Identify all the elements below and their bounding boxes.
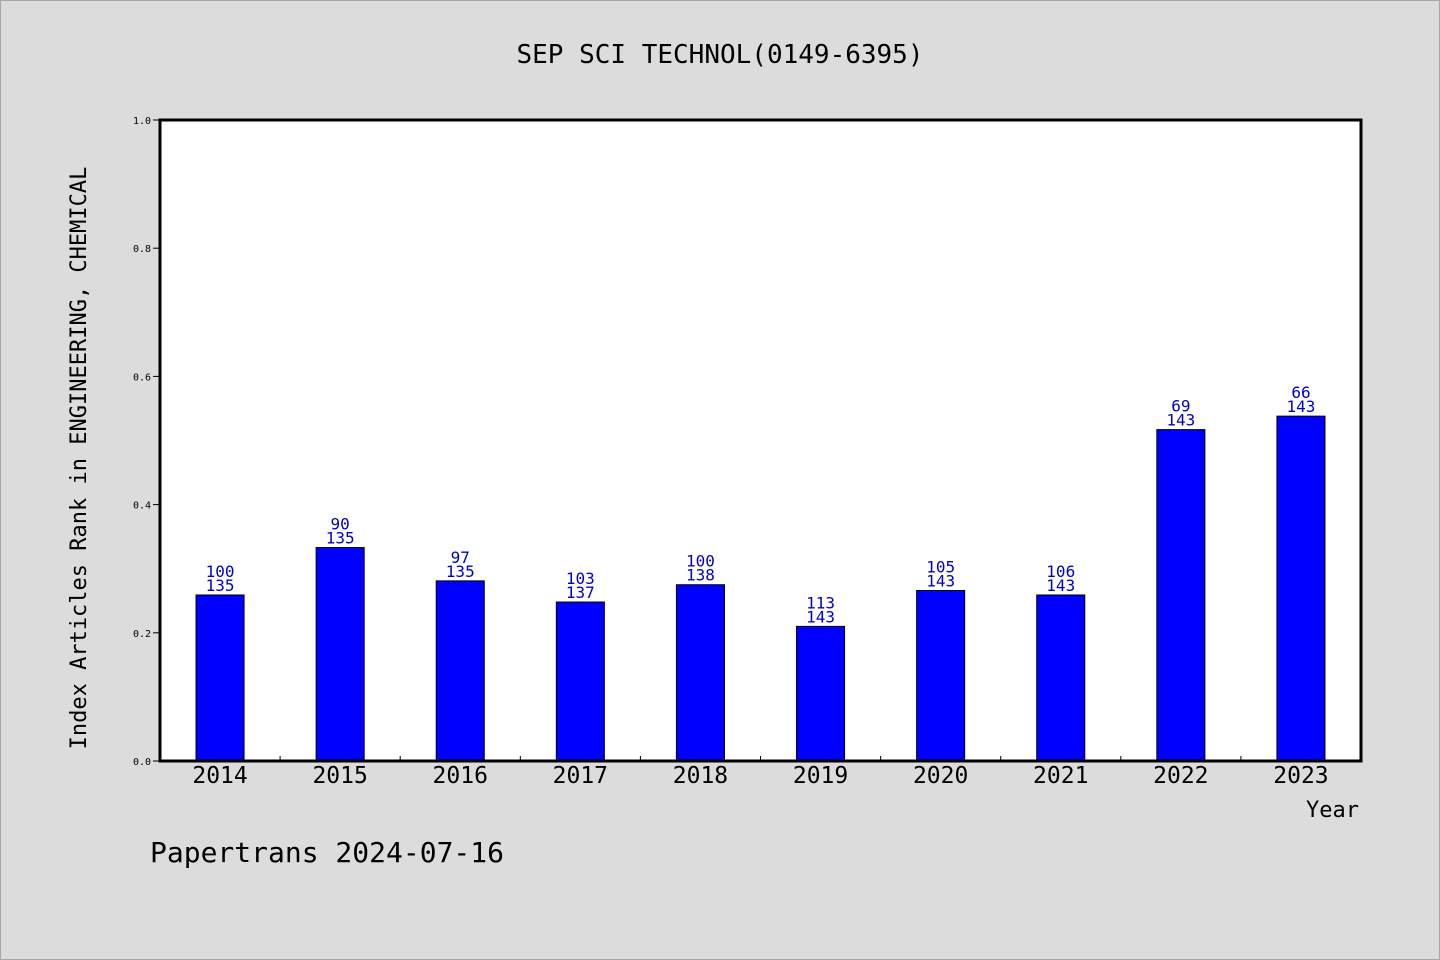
rank-label: 113 xyxy=(806,593,835,612)
bar xyxy=(916,589,966,762)
y-tick-label: 1.0 xyxy=(133,116,151,127)
x-tick-label: 2017 xyxy=(553,763,608,789)
rank-label: 97 xyxy=(451,548,470,567)
x-tick-label: 2021 xyxy=(1033,763,1088,789)
x-tick-label: 2015 xyxy=(312,763,367,789)
y-axis: 0.0 0.2 0.4 0.6 0.8 1.0 xyxy=(133,116,160,768)
x-tick-label: 2023 xyxy=(1273,763,1328,789)
plot-area: 0.00.20.40.60.81.0 2014 2015 2016 2017 2018 2… xyxy=(133,116,1363,789)
total-label: 143 xyxy=(1166,411,1195,430)
x-tick-label: 2022 xyxy=(1153,763,1208,789)
bar xyxy=(315,547,365,762)
bar xyxy=(195,594,245,762)
rank-label: 100 xyxy=(686,552,715,571)
rank-label: 66 xyxy=(1291,383,1310,402)
x-axis-label: Year xyxy=(1306,798,1359,823)
total-label: 137 xyxy=(566,583,595,602)
x-tick-label: 2018 xyxy=(673,763,728,789)
bar xyxy=(1276,415,1326,762)
y-tick-label: 0.0 xyxy=(133,757,151,768)
footer-text: Papertrans 2024-07-16 xyxy=(150,836,504,869)
x-axis: 2014 2015 2016 2017 2018 2019 2020 2021 2022 2023 xyxy=(192,756,1329,789)
chart-title: SEP SCI TECHNOL(0149-6395) xyxy=(517,40,924,70)
y-tick-label: 0.4 xyxy=(133,501,151,512)
y-tick-label: 0.2 xyxy=(133,629,151,640)
total-label: 143 xyxy=(806,607,835,626)
rank-label: 100 xyxy=(206,562,235,581)
rank-label: 105 xyxy=(926,557,955,576)
x-tick-label: 2016 xyxy=(433,763,488,789)
bar xyxy=(675,584,725,762)
bar xyxy=(435,580,485,762)
rank-label: 106 xyxy=(1046,562,1075,581)
y-tick-label: 0.8 xyxy=(133,244,151,255)
total-label: 135 xyxy=(326,529,355,548)
total-label: 143 xyxy=(1046,576,1075,595)
total-label: 143 xyxy=(926,571,955,590)
total-label: 135 xyxy=(446,562,475,581)
plot-border xyxy=(158,118,1363,763)
bar xyxy=(555,601,605,762)
rank-label: 103 xyxy=(566,569,595,588)
x-tick-label: 2014 xyxy=(192,763,247,789)
bar xyxy=(796,625,846,762)
rank-label: 90 xyxy=(331,515,350,534)
bar xyxy=(1036,594,1086,762)
bar xyxy=(1156,429,1206,762)
x-tick-label: 2020 xyxy=(913,763,968,789)
bars xyxy=(195,415,1326,762)
y-axis-label: Index Articles Rank in ENGINEERING, CHEM… xyxy=(67,167,92,750)
y-tick-label: 0.6 xyxy=(133,372,151,383)
total-label: 143 xyxy=(1286,397,1315,416)
rank-label: 69 xyxy=(1171,397,1190,416)
total-label: 135 xyxy=(206,576,235,595)
total-label: 138 xyxy=(686,566,715,585)
x-tick-label: 2019 xyxy=(793,763,848,789)
